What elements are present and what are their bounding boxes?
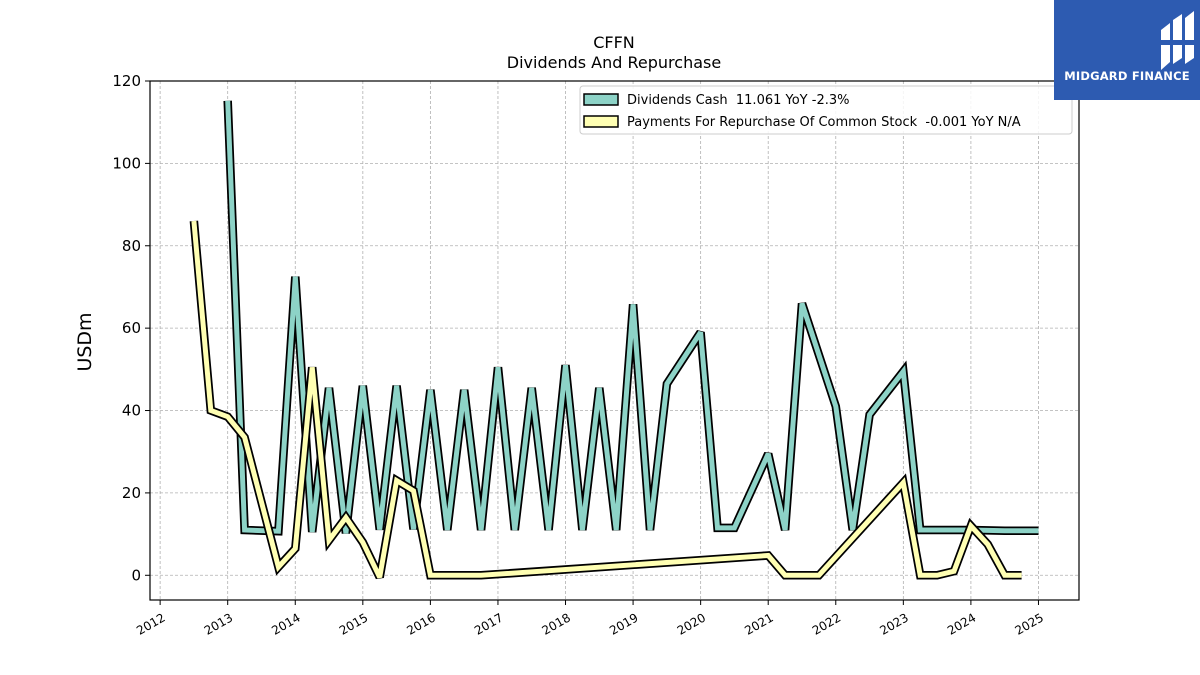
- series-line-repurchase: [191, 220, 1022, 579]
- series-line-dividends: [225, 100, 1039, 534]
- legend-label-dividends: Dividends Cash 11.061 YoY -2.3%: [627, 93, 849, 108]
- x-tick-label: 2023: [877, 610, 910, 637]
- y-tick-label: 60: [122, 319, 141, 337]
- y-axis-ticks: 0 20 40 60 80 100 120: [112, 72, 150, 584]
- x-tick-label: 2019: [607, 610, 640, 637]
- midgard-finance-logo: MIDGARD FINANCE: [1054, 0, 1200, 100]
- y-tick-label: 20: [122, 484, 141, 502]
- x-tick-label: 2018: [540, 610, 573, 637]
- x-tick-label: 2013: [202, 610, 235, 637]
- x-tick-label: 2014: [269, 610, 302, 637]
- chart-subtitle: Dividends And Repurchase: [507, 53, 721, 72]
- legend-label-repurchase: Payments For Repurchase Of Common Stock …: [627, 115, 1021, 130]
- y-tick-label: 80: [122, 237, 141, 255]
- x-tick-label: 2017: [472, 610, 505, 637]
- series-layer: [189, 100, 1039, 580]
- x-axis-ticks: 2012 2013 2014 2015 2016 2017 2018 2019 2020 2021…: [134, 600, 1046, 638]
- y-axis-label: USDm: [74, 312, 96, 371]
- grid-lines: [150, 80, 1079, 600]
- legend-swatch-repurchase: [583, 115, 619, 128]
- y-tick-label: 40: [122, 402, 141, 420]
- legend-box: [579, 85, 1073, 135]
- legend: Dividends Cash 11.061 YoY -2.3% Payments…: [579, 85, 1073, 135]
- plot-frame: [149, 80, 1080, 601]
- x-tick-label: 2021: [742, 610, 775, 637]
- x-tick-label: 2016: [404, 610, 437, 637]
- x-tick-label: 2012: [134, 610, 167, 637]
- x-tick-label: 2020: [675, 610, 708, 637]
- series-outline-repurchase: [189, 220, 1022, 580]
- x-tick-label: 2015: [337, 610, 370, 637]
- midgard-logo-icon: [1161, 11, 1194, 70]
- chart-title: CFFN: [593, 33, 635, 52]
- y-tick-label: 0: [131, 566, 141, 584]
- brand-name: MIDGARD FINANCE: [1064, 69, 1190, 83]
- x-tick-label: 2022: [810, 610, 843, 637]
- y-tick-label: 100: [112, 154, 141, 172]
- x-tick-label: 2025: [1013, 610, 1046, 637]
- y-tick-label: 120: [112, 72, 141, 90]
- x-tick-label: 2024: [945, 610, 978, 637]
- legend-swatch-dividends: [583, 93, 619, 106]
